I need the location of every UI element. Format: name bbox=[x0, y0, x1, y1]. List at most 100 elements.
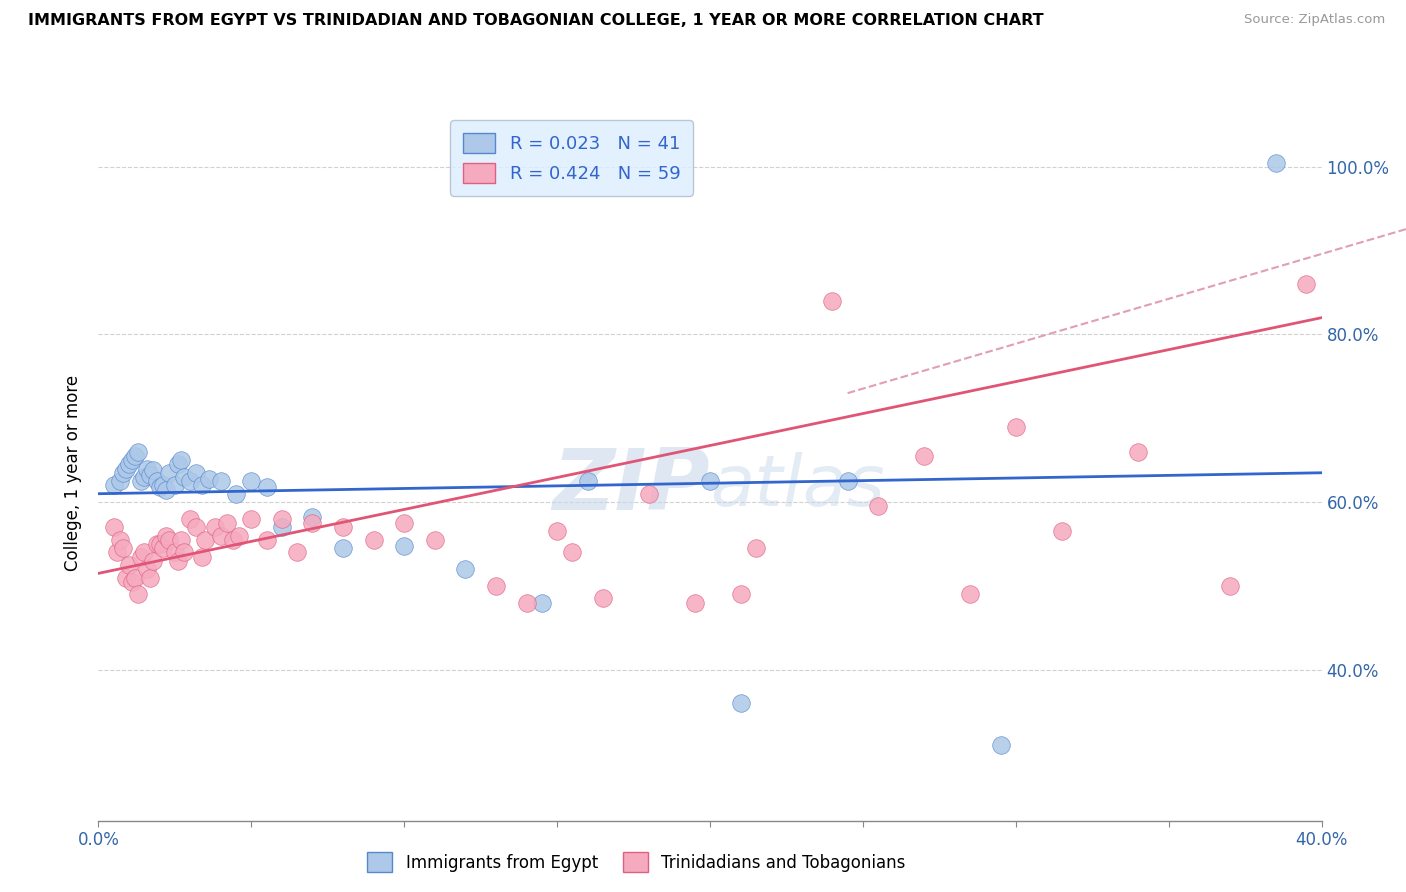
Point bbox=[683, 596, 706, 610]
Point bbox=[134, 545, 156, 559]
Point bbox=[111, 466, 134, 480]
Point bbox=[392, 516, 416, 530]
Point bbox=[145, 474, 167, 488]
Point bbox=[516, 596, 538, 610]
Point bbox=[576, 474, 599, 488]
Point bbox=[167, 458, 190, 472]
Text: ZIP: ZIP bbox=[553, 445, 710, 528]
Point bbox=[142, 554, 165, 568]
Point bbox=[155, 528, 177, 542]
Point bbox=[745, 541, 768, 556]
Point bbox=[170, 533, 193, 547]
Point bbox=[1050, 524, 1073, 539]
Point bbox=[173, 545, 195, 559]
Point bbox=[129, 474, 152, 488]
Point bbox=[285, 545, 308, 559]
Point bbox=[118, 458, 141, 472]
Point bbox=[152, 541, 174, 556]
Point bbox=[332, 541, 354, 556]
Point bbox=[167, 554, 190, 568]
Point bbox=[124, 570, 146, 584]
Point bbox=[142, 463, 165, 477]
Point bbox=[136, 562, 159, 576]
Point bbox=[485, 579, 508, 593]
Point bbox=[197, 472, 219, 486]
Point bbox=[139, 468, 162, 483]
Point bbox=[105, 545, 128, 559]
Point bbox=[959, 587, 981, 601]
Point bbox=[145, 537, 167, 551]
Point bbox=[256, 480, 278, 494]
Y-axis label: College, 1 year or more: College, 1 year or more bbox=[65, 375, 83, 571]
Point bbox=[108, 474, 131, 488]
Text: IMMIGRANTS FROM EGYPT VS TRINIDADIAN AND TOBAGONIAN COLLEGE, 1 YEAR OR MORE CORR: IMMIGRANTS FROM EGYPT VS TRINIDADIAN AND… bbox=[28, 13, 1043, 29]
Point bbox=[127, 587, 149, 601]
Point bbox=[121, 453, 143, 467]
Point bbox=[111, 541, 134, 556]
Point bbox=[1004, 419, 1026, 434]
Point bbox=[179, 474, 201, 488]
Point bbox=[204, 520, 226, 534]
Point bbox=[209, 474, 232, 488]
Point bbox=[1264, 155, 1286, 169]
Point bbox=[155, 483, 177, 497]
Point bbox=[270, 520, 292, 534]
Point bbox=[209, 528, 232, 542]
Point bbox=[191, 478, 214, 492]
Point bbox=[103, 478, 125, 492]
Point bbox=[173, 470, 195, 484]
Point bbox=[821, 293, 844, 308]
Point bbox=[163, 545, 186, 559]
Point bbox=[363, 533, 385, 547]
Point bbox=[240, 474, 263, 488]
Point bbox=[1219, 579, 1241, 593]
Point bbox=[134, 470, 156, 484]
Point bbox=[121, 574, 143, 589]
Point bbox=[256, 533, 278, 547]
Point bbox=[454, 562, 477, 576]
Point bbox=[191, 549, 214, 564]
Point bbox=[592, 591, 614, 606]
Point bbox=[170, 453, 193, 467]
Point bbox=[163, 478, 186, 492]
Point bbox=[392, 539, 416, 553]
Point bbox=[530, 596, 553, 610]
Point bbox=[1128, 445, 1150, 459]
Point bbox=[270, 512, 292, 526]
Point bbox=[730, 696, 752, 710]
Text: atlas: atlas bbox=[710, 452, 884, 521]
Point bbox=[179, 512, 201, 526]
Point bbox=[215, 516, 238, 530]
Point bbox=[222, 533, 245, 547]
Point bbox=[1295, 277, 1317, 292]
Point bbox=[186, 520, 208, 534]
Text: Source: ZipAtlas.com: Source: ZipAtlas.com bbox=[1244, 13, 1385, 27]
Point bbox=[149, 537, 172, 551]
Point bbox=[301, 516, 323, 530]
Point bbox=[149, 480, 172, 494]
Legend: Immigrants from Egypt, Trinidadians and Tobagonians: Immigrants from Egypt, Trinidadians and … bbox=[361, 846, 912, 879]
Point bbox=[127, 445, 149, 459]
Point bbox=[912, 449, 935, 463]
Point bbox=[730, 587, 752, 601]
Point bbox=[139, 570, 162, 584]
Point bbox=[561, 545, 583, 559]
Point bbox=[699, 474, 721, 488]
Point bbox=[186, 466, 208, 480]
Point bbox=[108, 533, 131, 547]
Point bbox=[152, 478, 174, 492]
Point bbox=[637, 486, 661, 500]
Point bbox=[990, 738, 1012, 752]
Point bbox=[124, 449, 146, 463]
Point bbox=[129, 549, 152, 564]
Point bbox=[228, 528, 250, 542]
Point bbox=[157, 466, 180, 480]
Point bbox=[157, 533, 180, 547]
Point bbox=[225, 486, 247, 500]
Point bbox=[240, 512, 263, 526]
Point bbox=[301, 510, 323, 524]
Point bbox=[194, 533, 217, 547]
Point bbox=[837, 474, 859, 488]
Point bbox=[546, 524, 568, 539]
Point bbox=[136, 461, 159, 475]
